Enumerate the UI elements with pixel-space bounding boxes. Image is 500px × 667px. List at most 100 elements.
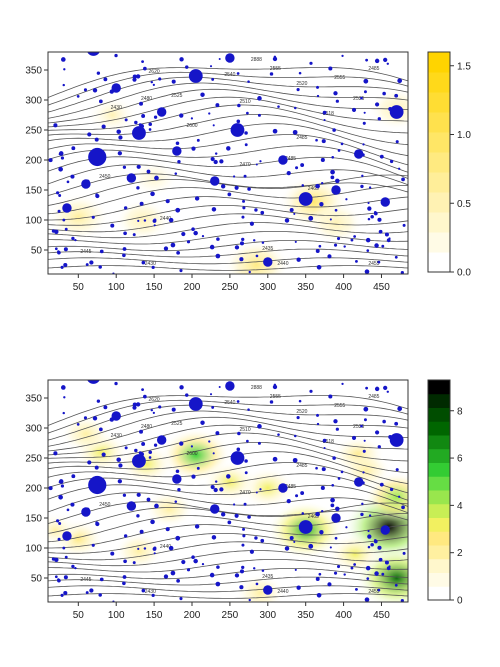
x-tick-label: 450: [373, 610, 390, 621]
contour-line: [48, 501, 408, 524]
scatter-point: [259, 488, 262, 491]
contour-line: [48, 462, 408, 494]
colorbar-tick-label: 8: [457, 406, 463, 417]
scatter-point: [53, 123, 58, 128]
scatter-point: [362, 143, 365, 146]
scatter-point: [103, 77, 108, 82]
scatter-point: [179, 597, 183, 601]
scatter-point: [239, 241, 245, 246]
scatter-point: [241, 543, 245, 547]
scatter-point: [394, 583, 398, 587]
scatter-point: [123, 231, 127, 236]
scatter-point: [150, 519, 155, 525]
scatter-point: [363, 90, 367, 94]
scatter-point: [298, 71, 302, 75]
scatter-point: [60, 156, 65, 160]
contour-line: [48, 88, 408, 124]
scatter-point: [354, 149, 364, 159]
scatter-point: [378, 557, 383, 562]
contour-label: 2520: [296, 409, 307, 415]
contour-line: [48, 173, 408, 196]
scatter-point: [215, 581, 221, 587]
scatter-point: [341, 54, 344, 57]
scatter-point: [219, 487, 224, 492]
colorbar-swatch: [428, 572, 450, 587]
scatter-point: [388, 565, 391, 568]
contour-label: 2450: [99, 174, 110, 180]
scatter-point: [209, 393, 213, 396]
scatter-point: [365, 237, 371, 243]
scatter-point: [88, 475, 107, 495]
scatter-point: [248, 270, 251, 274]
colorbar-swatch: [428, 393, 450, 408]
scatter-point: [294, 568, 297, 571]
scatter-point: [91, 215, 95, 219]
scatter-point: [239, 585, 244, 590]
scatter-point: [200, 420, 205, 425]
colorbar-swatch: [428, 72, 450, 93]
scatter-point: [386, 62, 389, 65]
contour-label: 2555: [334, 403, 345, 409]
scatter-point: [87, 52, 100, 56]
contour-line: [48, 82, 408, 119]
scatter-point: [158, 405, 162, 409]
scatter-point: [353, 235, 356, 238]
scatter-point: [58, 522, 62, 525]
scatter-point: [362, 449, 366, 453]
scatter-point: [335, 427, 339, 431]
scatter-point: [227, 192, 232, 197]
colorbar-swatch: [428, 586, 450, 601]
scatter-point: [98, 99, 103, 104]
scatter-point: [394, 255, 398, 259]
scatter-point: [81, 507, 91, 517]
y-tick-label: 250: [25, 126, 42, 137]
scatter-point: [246, 439, 249, 443]
scatter-point: [177, 160, 181, 164]
scatter-point: [336, 236, 341, 241]
scatter-point: [215, 431, 220, 436]
scatter-point: [146, 497, 151, 502]
scatter-point: [269, 72, 274, 76]
scatter-point: [315, 466, 318, 470]
scatter-point: [316, 422, 320, 426]
scatter-point: [236, 447, 241, 452]
scatter-point: [141, 588, 146, 593]
colorbar-swatch: [428, 558, 450, 573]
scatter-point: [212, 124, 215, 127]
colorbar-tick-label: 0.5: [457, 199, 471, 210]
scatter-point: [116, 129, 121, 134]
scatter-point: [132, 77, 137, 82]
x-tick-label: 400: [335, 282, 352, 293]
scatter-point: [201, 234, 205, 238]
scatter-point: [57, 250, 60, 253]
scatter-point: [96, 399, 101, 403]
scatter-point: [345, 198, 348, 201]
contour-label: 2485: [285, 484, 296, 490]
scatter-point: [364, 269, 370, 274]
scatter-point: [114, 381, 118, 386]
scatter-point: [241, 565, 245, 570]
scatter-point: [289, 208, 294, 213]
scatter-point: [386, 390, 389, 393]
scatter-point: [370, 214, 374, 219]
scatter-point: [316, 264, 322, 270]
scatter-point: [54, 229, 59, 234]
scatter-point: [111, 411, 121, 421]
scatter-point: [186, 240, 191, 244]
scatter-point: [98, 593, 102, 597]
scatter-point: [89, 260, 94, 265]
scatter-point: [365, 565, 371, 571]
scatter-point: [384, 560, 389, 565]
scatter-point: [139, 201, 144, 206]
contour-label: 2480: [141, 96, 152, 102]
scatter-point: [212, 452, 215, 455]
scatter-point: [380, 525, 390, 535]
contour-label: 2440: [160, 544, 171, 550]
scatter-point: [71, 564, 75, 569]
scatter-point: [219, 159, 224, 164]
scatter-point: [350, 238, 354, 242]
scatter-point: [355, 587, 358, 591]
scatter-point: [298, 520, 313, 534]
scatter-point: [171, 407, 176, 412]
x-tick-label: 150: [146, 610, 163, 621]
